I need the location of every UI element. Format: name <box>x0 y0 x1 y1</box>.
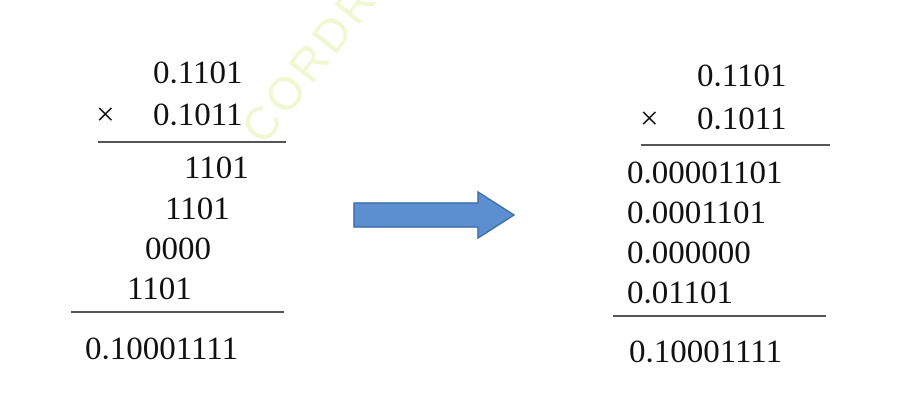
right-multiplier: 0.1011 <box>697 101 787 137</box>
left-result: 0.10001111 <box>85 331 239 367</box>
watermark: CORDRCOM <box>230 0 462 153</box>
left-partial-product-2: 1101 <box>165 191 230 227</box>
left-multiplicand: 0.1101 <box>153 55 243 91</box>
right-top-rule <box>641 144 830 146</box>
right-partial-product-1: 0.00001101 <box>627 155 783 191</box>
left-partial-product-1: 1101 <box>184 150 249 186</box>
right-multiplicand: 0.1101 <box>697 58 787 94</box>
right-partial-product-3: 0.000000 <box>627 235 751 271</box>
left-partial-product-3: 0000 <box>145 231 211 267</box>
right-bottom-rule <box>613 315 826 317</box>
right-partial-product-2: 0.0001101 <box>627 195 767 231</box>
left-top-rule <box>98 141 286 143</box>
right-partial-product-4: 0.01101 <box>627 275 734 311</box>
left-times-sign: × <box>96 97 115 133</box>
right-result: 0.10001111 <box>629 334 783 370</box>
right-arrow-icon <box>353 190 516 240</box>
right-times-sign: × <box>640 101 659 137</box>
left-partial-product-4: 1101 <box>127 271 192 307</box>
left-bottom-rule <box>71 311 284 313</box>
left-multiplier: 0.1011 <box>153 97 243 133</box>
